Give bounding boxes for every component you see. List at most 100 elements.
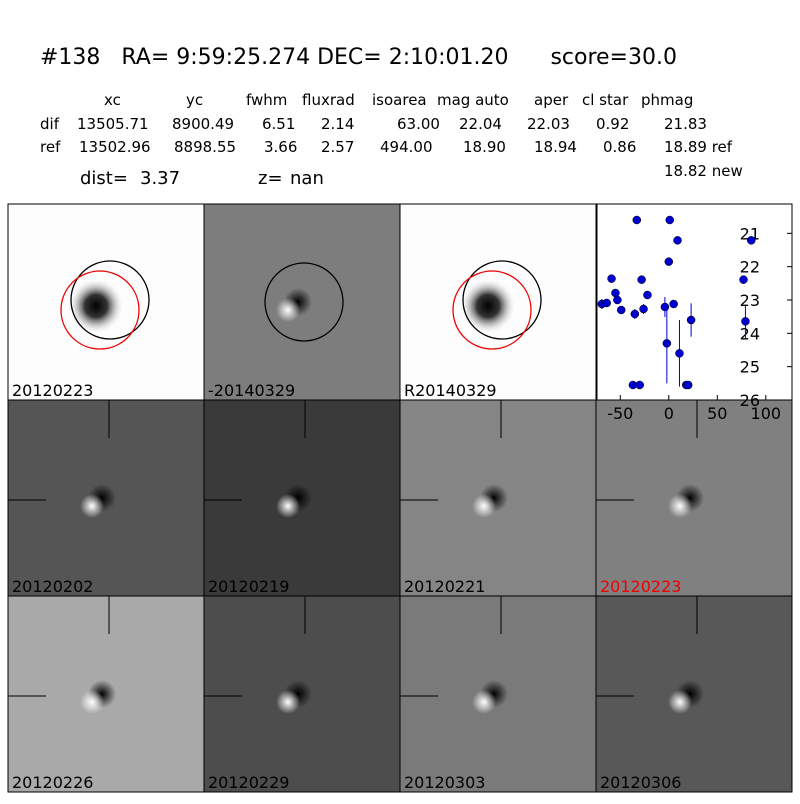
column-header: fwhm: [246, 91, 287, 109]
panel-label: 20120223: [600, 577, 681, 596]
point: [675, 349, 684, 358]
table-cell: 8900.49: [172, 115, 234, 133]
point: [602, 298, 611, 308]
image-panel: 20120223: [595, 399, 793, 597]
plot-area: [596, 203, 793, 401]
image-panel: 20120226: [7, 595, 205, 793]
y-tick-label: 22: [740, 258, 760, 277]
x-tick-label: 0: [664, 404, 674, 423]
point: [739, 275, 748, 284]
point: [660, 302, 670, 312]
panel-label: 20120223: [12, 381, 93, 400]
column-header: fluxrad: [302, 91, 355, 109]
table-cell: dif: [40, 115, 60, 133]
column-header: cl star: [582, 91, 629, 109]
image-panel: 20120223: [7, 203, 205, 401]
blob: [460, 278, 516, 334]
table-cell: 21.83: [664, 115, 707, 133]
table-cell: 6.51: [262, 115, 295, 133]
image-panel: 20120229: [203, 595, 401, 793]
image-panel: 20120303: [399, 595, 597, 793]
z-label: z=: [258, 168, 283, 189]
point: [611, 288, 620, 298]
table-cell: 18.90: [463, 138, 506, 156]
z: nan: [290, 168, 324, 189]
y-tick-label: 26: [740, 391, 760, 410]
point: [639, 304, 648, 314]
blob: [80, 690, 104, 714]
table-cell: 13502.96: [79, 138, 151, 156]
table-cell: 2.57: [321, 138, 354, 156]
table-cell: 22.04: [459, 115, 502, 133]
circle: [462, 260, 542, 340]
y-tick-label: 24: [740, 324, 760, 343]
point: [673, 236, 682, 245]
blob: [68, 278, 124, 334]
blob: [276, 494, 300, 518]
point: [747, 236, 756, 245]
circle: [452, 270, 532, 350]
table-cell: ref: [40, 138, 61, 156]
table-cell: 22.03: [527, 115, 570, 133]
point: [635, 380, 644, 390]
point: [741, 317, 750, 326]
point: [632, 215, 642, 225]
table-cell: 8898.55: [174, 138, 236, 156]
y-tick-label: 23: [740, 291, 760, 310]
image-panel: R20140329: [399, 203, 597, 401]
column-header: mag auto: [437, 91, 509, 109]
blob: [472, 494, 496, 518]
image-panel: 20120219: [203, 399, 401, 597]
x-tick-label: 100: [751, 404, 782, 423]
circle: [264, 262, 344, 342]
blob: [276, 298, 300, 322]
panel-label: 20120306: [600, 773, 681, 792]
panel-label: 20120226: [12, 773, 93, 792]
point: [686, 315, 696, 325]
point: [637, 275, 646, 284]
dist-label: dist=: [80, 168, 128, 189]
image-panel: 20120306: [595, 595, 793, 793]
point: [664, 257, 674, 266]
panel-label: 20120219: [208, 577, 289, 596]
point: [683, 380, 693, 390]
extra: 18.82 new: [664, 162, 743, 180]
point: [613, 295, 622, 305]
point: [607, 274, 616, 283]
column-header: aper: [534, 91, 569, 109]
table-cell: 3.66: [264, 138, 297, 156]
x-tick-label: -50: [607, 404, 633, 423]
dist: 3.37: [140, 168, 180, 189]
panel-label: 20120202: [12, 577, 93, 596]
table-cell: 63.00: [397, 115, 440, 133]
image-panel: 20120202: [7, 399, 205, 597]
panel-label: 20120303: [404, 773, 485, 792]
circle: [70, 260, 150, 340]
point: [669, 299, 678, 309]
column-header: xc: [104, 91, 121, 109]
blob: [668, 690, 692, 714]
point: [617, 305, 626, 315]
panel-label: -20140329: [208, 381, 295, 400]
table-cell: 494.00: [380, 138, 433, 156]
table-cell: 18.94: [534, 138, 577, 156]
panel-label: 20120229: [208, 773, 289, 792]
table-cell: 2.14: [321, 115, 354, 133]
blob: [668, 494, 692, 518]
title: #138 RA= 9:59:25.274 DEC= 2:10:01.20 sco…: [40, 45, 677, 70]
point: [662, 339, 672, 348]
panel-label: 20120221: [404, 577, 485, 596]
table-cell: 0.92: [596, 115, 629, 133]
column-header: phmag: [641, 91, 693, 109]
circle: [60, 270, 140, 350]
column-header: isoarea: [372, 91, 427, 109]
image-panel: -20140329: [203, 203, 401, 401]
blob: [80, 494, 104, 518]
panel-label: R20140329: [404, 381, 497, 400]
x-tick-label: 50: [707, 404, 727, 423]
table-cell: 0.86: [603, 138, 636, 156]
point: [643, 290, 652, 300]
table-cell: 18.89 ref: [664, 138, 733, 156]
column-header: yc: [186, 91, 203, 109]
